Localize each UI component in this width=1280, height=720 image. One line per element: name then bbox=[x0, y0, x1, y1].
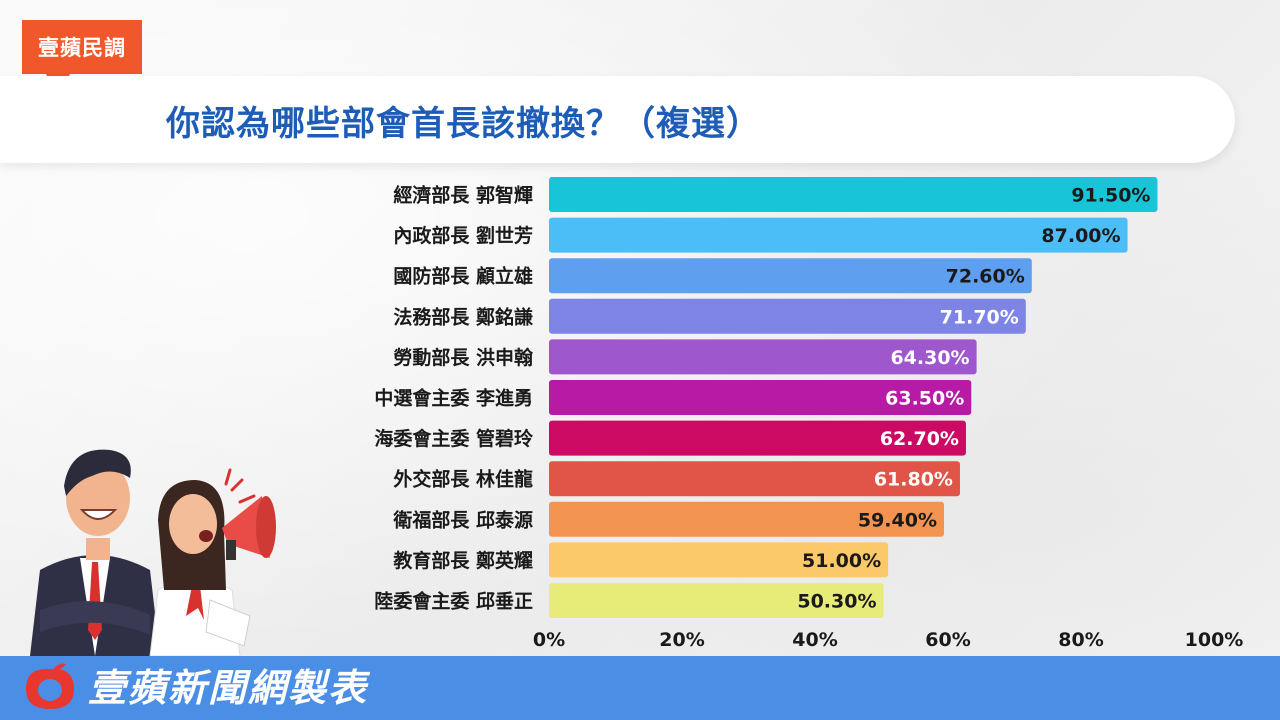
data-label: 87.00% bbox=[1041, 225, 1120, 247]
footer-bar bbox=[0, 656, 1280, 720]
bar bbox=[549, 339, 977, 375]
data-label: 72.60% bbox=[946, 266, 1025, 288]
category-label: 海委會主委 管碧玲 bbox=[374, 427, 534, 450]
data-label: 62.70% bbox=[880, 428, 959, 450]
poll-badge-label: 壹蘋民調 bbox=[38, 36, 126, 60]
data-label: 91.50% bbox=[1071, 185, 1150, 207]
data-label: 59.40% bbox=[858, 509, 937, 531]
apple-logo-icon bbox=[26, 663, 74, 709]
data-label: 61.80% bbox=[874, 469, 953, 491]
category-label: 法務部長 鄭銘謙 bbox=[393, 305, 533, 328]
bar bbox=[549, 177, 1158, 212]
category-label: 教育部長 鄭英耀 bbox=[393, 549, 533, 572]
bar bbox=[549, 583, 884, 618]
x-tick-label: 40% bbox=[792, 629, 837, 651]
chart-title: 你認為哪些部會首長該撤換？（複選） bbox=[166, 104, 761, 144]
bar bbox=[549, 258, 1032, 294]
data-label: 64.30% bbox=[890, 347, 969, 369]
category-label: 外交部長 林佳龍 bbox=[393, 468, 533, 491]
category-label: 經濟部長 郭智輝 bbox=[393, 184, 533, 207]
category-label: 中選會主委 李進勇 bbox=[374, 387, 533, 410]
bar bbox=[549, 542, 889, 578]
data-label: 71.70% bbox=[940, 306, 1019, 328]
bar bbox=[549, 298, 1026, 334]
bar bbox=[549, 380, 972, 415]
category-label: 國防部長 顧立雄 bbox=[393, 265, 533, 288]
x-tick-label: 100% bbox=[1185, 629, 1244, 651]
footer-brand-text: 壹蘋新聞網製表 bbox=[88, 666, 369, 710]
title-band bbox=[0, 76, 1235, 163]
bar bbox=[549, 217, 1128, 253]
bar bbox=[549, 420, 966, 456]
x-tick-label: 60% bbox=[925, 629, 970, 651]
poll-badge: 壹蘋民調 bbox=[22, 20, 142, 74]
people-megaphone-illustration bbox=[30, 449, 276, 656]
bar bbox=[549, 461, 960, 497]
category-label: 勞動部長 洪申翰 bbox=[393, 346, 533, 369]
x-tick-label: 80% bbox=[1058, 629, 1103, 651]
data-label: 63.50% bbox=[885, 388, 964, 410]
x-tick-label: 0% bbox=[533, 629, 565, 651]
x-tick-label: 20% bbox=[659, 629, 704, 651]
data-label: 50.30% bbox=[797, 591, 876, 613]
category-label: 內政部長 劉世芳 bbox=[393, 224, 533, 247]
category-label: 陸委會主委 邱垂正 bbox=[374, 590, 533, 613]
bar bbox=[549, 501, 945, 537]
data-label: 51.00% bbox=[802, 550, 881, 572]
category-label: 衛福部長 邱泰源 bbox=[392, 508, 533, 531]
